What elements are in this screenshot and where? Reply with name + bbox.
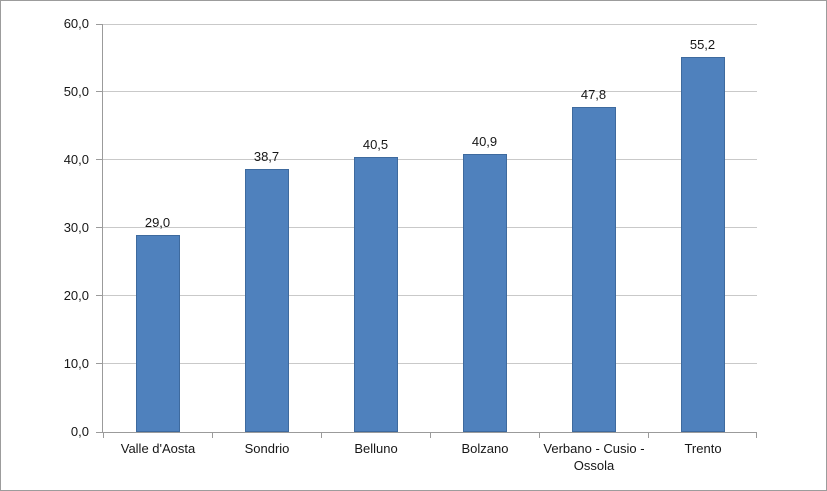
bar-valle-d-aosta — [136, 235, 180, 432]
bar-value-label: 29,0 — [144, 215, 171, 230]
x-axis-tick — [212, 433, 213, 438]
y-axis-tick — [96, 159, 103, 160]
x-axis-category-label: Belluno — [354, 441, 398, 456]
bar-sondrio — [245, 169, 289, 432]
y-tick-label: 20,0 — [63, 288, 89, 303]
x-axis-category-label: Verbano - Cusio - Ossola — [543, 441, 645, 473]
x-axis-tick — [648, 433, 649, 438]
bar-value-label: 47,8 — [580, 87, 607, 102]
y-tick-label: 0,0 — [70, 424, 89, 439]
bar-value-label: 38,7 — [253, 149, 280, 164]
bar-value-label: 40,9 — [471, 134, 498, 149]
x-axis-category-label: Valle d'Aosta — [120, 441, 196, 456]
y-axis-tick — [96, 24, 103, 25]
x-axis-category-label: Sondrio — [244, 441, 290, 456]
x-axis-category-label: Bolzano — [461, 441, 509, 456]
y-axis-tick — [96, 432, 103, 433]
bar-bolzano — [463, 154, 507, 432]
bar-value-label: 55,2 — [689, 37, 716, 52]
y-tick-label: 60,0 — [63, 16, 89, 31]
bar-verbano-cusio-ossola — [572, 107, 616, 432]
x-axis-tick — [321, 433, 322, 438]
bar-value-label: 40,5 — [362, 137, 389, 152]
y-tick-label: 10,0 — [63, 356, 89, 371]
x-axis-tick — [103, 433, 104, 438]
plot-area: 0,0 10,0 20,0 30,0 40,0 50,0 60,0 29,0 Valle d'A… — [64, 16, 757, 473]
y-axis-tick — [96, 91, 103, 92]
y-axis-tick — [96, 363, 103, 364]
y-tick-label: 30,0 — [63, 220, 89, 235]
y-tick-label: 40,0 — [63, 152, 89, 167]
y-tick-label: 50,0 — [63, 84, 89, 99]
gridline — [103, 363, 757, 364]
y-axis-tick — [96, 295, 103, 296]
gridline — [103, 159, 757, 160]
x-axis-category-label: Trento — [684, 441, 722, 456]
gridline — [103, 295, 757, 296]
y-axis-tick — [96, 227, 103, 228]
bar-belluno — [354, 157, 398, 432]
gridline — [103, 91, 757, 92]
gridline — [103, 227, 757, 228]
x-axis-tick — [756, 433, 757, 438]
x-axis-tick — [539, 433, 540, 438]
gridline — [103, 24, 757, 25]
bar-trento — [681, 57, 725, 432]
x-axis-tick — [430, 433, 431, 438]
